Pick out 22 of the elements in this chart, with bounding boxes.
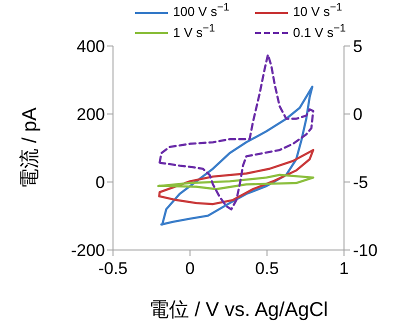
y2-tick-label: -5	[353, 173, 368, 192]
line-series	[158, 54, 314, 210]
y-tick-label: 0	[96, 173, 105, 192]
x-tick-label: 0.5	[255, 259, 279, 278]
x-axis-title: 電位 / V vs. Ag/AgCl	[149, 299, 328, 321]
legend-label: 10 V s$^{−1}$	[293, 2, 342, 20]
line-series	[157, 174, 314, 190]
y2-tick-label: 0	[353, 105, 362, 124]
x-tick-label: 0	[185, 259, 195, 278]
legend-label: 1 V s$^{−1}$	[173, 22, 215, 40]
y2-tick-label: -10	[353, 241, 378, 260]
y-tick-label: 400	[76, 37, 105, 56]
y-tick-label: 200	[76, 105, 105, 124]
line-series	[158, 148, 314, 206]
x-tick-label: -0.5	[98, 259, 128, 278]
legend-label: 0.1 V s$^{−1}$	[293, 22, 346, 40]
x-tick-label: 1	[339, 259, 349, 278]
y2-tick-label: 5	[353, 37, 362, 56]
line-series	[160, 86, 314, 226]
y-axis-title: 電流 / pA	[19, 106, 41, 189]
y-tick-label: -200	[70, 241, 105, 260]
legend-label: 100 V s$^{−1}$	[173, 2, 230, 20]
